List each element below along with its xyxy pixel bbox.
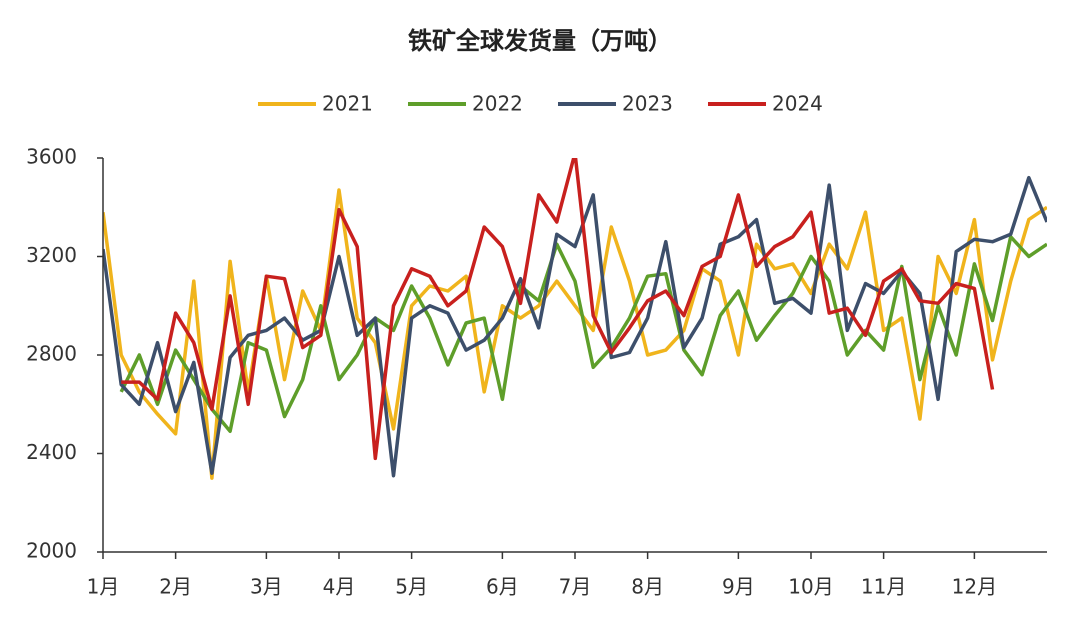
series-line [103,188,1047,480]
x-tick-label: 4月 [323,575,356,599]
legend-label: 2022 [472,92,523,116]
x-tick-label: 2月 [159,575,192,599]
series-line [119,235,1047,434]
series-line [121,158,995,461]
x-tick-label: 10月 [788,575,833,599]
plot-area [103,158,1047,480]
legend-label: 2021 [322,92,373,116]
x-tick-label: 12月 [952,575,997,599]
y-tick-label: 2400 [26,440,77,464]
legend-label: 2023 [622,92,673,116]
x-tick-label: 1月 [87,575,120,599]
x-tick-label: 8月 [631,575,664,599]
x-tick-label: 11月 [861,575,906,599]
x-tick-label: 9月 [722,575,755,599]
y-tick-label: 3200 [26,243,77,267]
chart-title: 铁矿全球发货量（万吨） [408,27,672,55]
x-tick-label: 5月 [395,575,428,599]
legend-label: 2024 [772,92,823,116]
y-tick-label: 3600 [26,145,77,169]
y-tick-label: 2800 [26,342,77,366]
x-tick-label: 7月 [559,575,592,599]
y-tick-label: 2000 [26,539,77,563]
x-tick-label: 6月 [486,575,519,599]
series-line [103,175,1047,478]
x-tick-label: 3月 [250,575,283,599]
